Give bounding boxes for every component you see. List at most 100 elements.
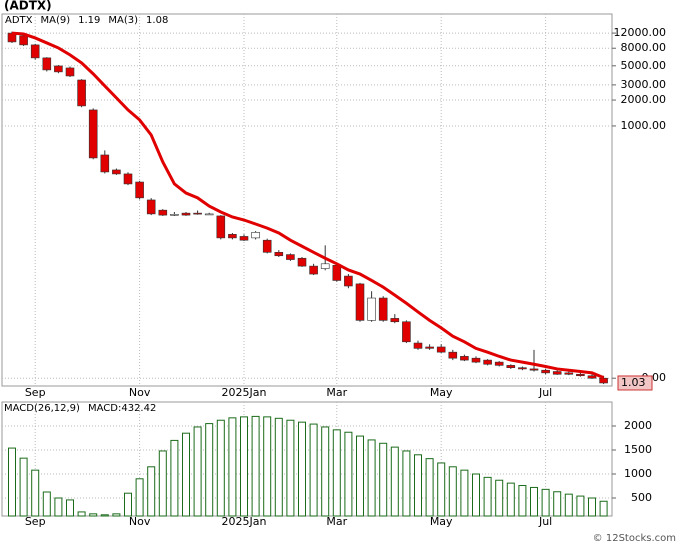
y-tick-label: 12000.00 <box>614 26 667 39</box>
y-tick-label: 500 <box>631 491 652 504</box>
candle-body <box>564 372 574 375</box>
x-tick-label: May <box>430 515 453 528</box>
bar <box>332 429 341 517</box>
bar <box>298 421 306 517</box>
bar <box>240 416 248 517</box>
candle-body <box>344 275 353 287</box>
y-tick-label: 5000.00 <box>621 59 667 72</box>
bar <box>460 469 469 517</box>
candle-body <box>587 375 597 379</box>
bar <box>135 478 144 517</box>
bar <box>182 432 190 517</box>
candle-body <box>216 215 226 239</box>
bar <box>77 511 86 517</box>
y-tick-label: 2000.00 <box>621 93 667 106</box>
candle-body <box>77 79 86 107</box>
bar <box>228 417 237 517</box>
x-tick-label: May <box>430 386 453 399</box>
candle-body <box>599 377 608 384</box>
x-tick-label: Mar <box>326 386 347 399</box>
candle-body <box>100 154 110 173</box>
bar <box>216 419 225 517</box>
bar <box>437 462 446 517</box>
candle-body <box>54 65 63 73</box>
candle-body <box>529 368 539 371</box>
candle-body <box>332 265 342 281</box>
bar <box>274 417 283 517</box>
bar <box>588 497 596 517</box>
bar <box>599 500 608 517</box>
bar <box>19 457 28 517</box>
x-tick-label: 2025Jan <box>222 386 267 399</box>
candle-body <box>251 232 260 239</box>
candle-body <box>483 359 492 365</box>
candle-body <box>88 109 98 159</box>
bar <box>390 446 399 517</box>
ma-line <box>11 31 605 379</box>
bar <box>356 435 364 517</box>
candle-body <box>204 213 214 216</box>
bar <box>124 492 132 517</box>
y-tick-label: 1500 <box>624 443 652 456</box>
bar <box>576 495 585 517</box>
candle-body <box>367 297 376 321</box>
candle-body <box>228 234 237 239</box>
bar <box>158 450 167 517</box>
bar <box>263 416 272 517</box>
y-tick-label: 1000 <box>624 467 652 480</box>
bar <box>564 493 573 517</box>
x-tick-label: Nov <box>129 515 151 528</box>
bar <box>448 466 457 517</box>
x-tick-label: Nov <box>129 386 151 399</box>
price-label: 1.03 <box>621 376 646 389</box>
candle-body <box>181 212 191 216</box>
chart-title: (ADTX) <box>4 0 52 13</box>
candle-body <box>30 44 40 59</box>
candle-body <box>541 369 550 374</box>
bar <box>147 466 156 517</box>
legend-ticker: ADTX <box>5 15 33 26</box>
candle-body <box>286 254 295 260</box>
bar <box>553 491 562 517</box>
candle-body <box>494 361 504 366</box>
candle-body <box>518 367 527 370</box>
bar <box>495 479 504 517</box>
x-tick-label: Mar <box>326 515 347 528</box>
bar <box>251 415 260 517</box>
bar <box>42 491 51 517</box>
bar <box>414 454 422 517</box>
candle-body <box>425 346 434 349</box>
candle-body <box>413 342 423 349</box>
candle-body <box>309 265 318 275</box>
price-panel <box>1 13 613 387</box>
x-tick-label: Jul <box>538 515 552 528</box>
legend-ma-value: 1.19 <box>78 15 100 26</box>
x-tick-label: 2025Jan <box>222 515 267 528</box>
candle-body <box>402 321 411 343</box>
bar <box>506 482 515 517</box>
bar <box>344 431 353 517</box>
candle-body <box>552 371 562 375</box>
candle-body <box>262 239 272 253</box>
bar <box>321 426 330 517</box>
candle-body <box>460 356 469 361</box>
candle-body <box>576 373 585 377</box>
candle-body <box>390 318 400 323</box>
candle-body <box>146 199 156 215</box>
candle-body <box>193 212 202 215</box>
price-box <box>617 375 653 391</box>
candle-body <box>239 236 249 241</box>
bar <box>483 476 492 517</box>
macd-title: MACD(26,12,9) <box>4 403 80 414</box>
bar <box>541 488 550 517</box>
bar <box>379 442 388 517</box>
candle-body <box>378 297 388 321</box>
candle-body <box>65 67 75 77</box>
legend-ma-name: MA(9) <box>41 15 71 26</box>
bar <box>170 439 179 517</box>
bar <box>89 513 98 517</box>
macd-value: MACD:432.42 <box>88 403 156 414</box>
candle-body <box>436 346 446 353</box>
bar <box>54 497 63 517</box>
bar <box>31 469 40 517</box>
